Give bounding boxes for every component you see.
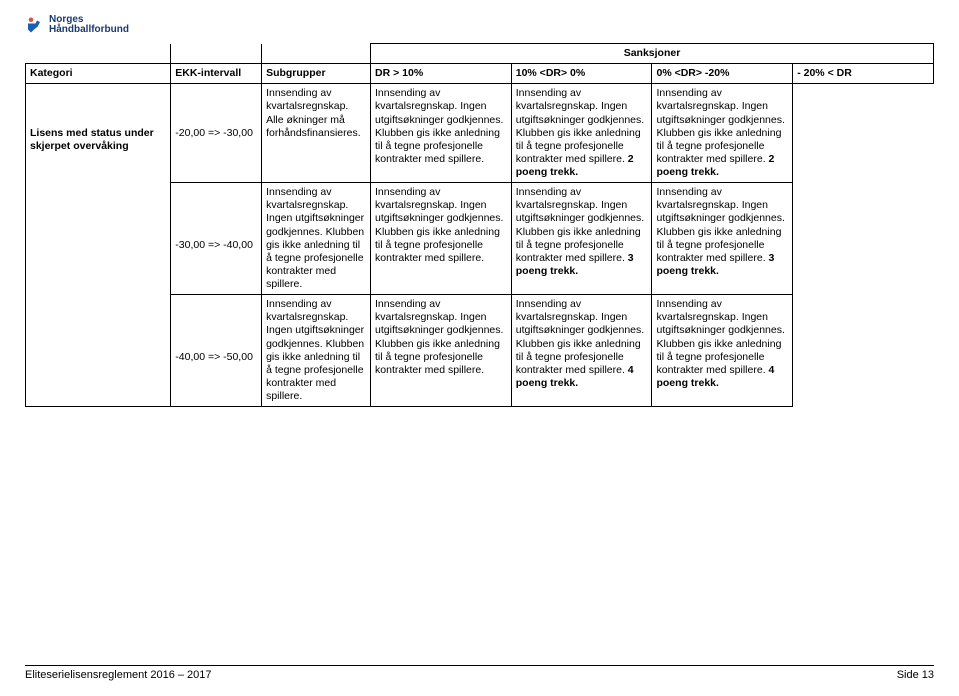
cell-c2: Innsending av kvartalsregnskap. Ingen ut… xyxy=(371,183,512,295)
cell-c3: Innsending av kvartalsregnskap. Ingen ut… xyxy=(511,183,652,295)
c2-text: Innsending av kvartalsregnskap. Ingen ut… xyxy=(375,186,503,264)
c3-text: Innsending av kvartalsregnskap. Ingen ut… xyxy=(516,186,644,264)
c1-text: Innsending av kvartalsregnskap. Alle økn… xyxy=(266,87,361,138)
c1-text: Innsending av kvartalsregnskap. Ingen ut… xyxy=(266,298,364,402)
cell-c4: Innsending av kvartalsregnskap. Ingen ut… xyxy=(652,183,793,295)
interval-cell: -30,00 => -40,00 xyxy=(171,183,262,295)
header-row: Kategori EKK-intervall Subgrupper DR > 1… xyxy=(26,64,934,84)
interval-text: -40,00 => -50,00 xyxy=(175,351,253,363)
table-row: Lisens med status under skjerpet overvåk… xyxy=(26,84,934,183)
cell-c1: Innsending av kvartalsregnskap. Ingen ut… xyxy=(262,295,371,407)
interval-cell: -40,00 => -50,00 xyxy=(171,295,262,407)
footer-left: Eliteserielisensreglement 2016 – 2017 xyxy=(25,669,212,681)
page-footer: Eliteserielisensreglement 2016 – 2017 Si… xyxy=(25,665,934,681)
col-dr1: DR > 10% xyxy=(371,64,512,84)
sanctions-table: Sanksjoner Kategori EKK-intervall Subgru… xyxy=(25,43,934,407)
c2-text: Innsending av kvartalsregnskap. Ingen ut… xyxy=(375,87,503,165)
c4-text: Innsending av kvartalsregnskap. Ingen ut… xyxy=(656,87,784,165)
logo: Norges Håndballforbund xyxy=(25,15,934,35)
sanksjoner-header: Sanksjoner xyxy=(371,44,934,64)
c3-text: Innsending av kvartalsregnskap. Ingen ut… xyxy=(516,87,644,165)
cell-c3: Innsending av kvartalsregnskap. Ingen ut… xyxy=(511,295,652,407)
c1-text: Innsending av kvartalsregnskap. Ingen ut… xyxy=(266,186,364,290)
interval-text: -20,00 => -30,00 xyxy=(175,127,253,139)
col-sub: Subgrupper xyxy=(262,64,371,84)
empty-cell xyxy=(26,44,171,64)
cell-c2: Innsending av kvartalsregnskap. Ingen ut… xyxy=(371,295,512,407)
interval-text: -30,00 => -40,00 xyxy=(175,239,253,251)
empty-cell xyxy=(262,44,371,64)
col-ekk: EKK-intervall xyxy=(171,64,262,84)
pre-header-row: Sanksjoner xyxy=(26,44,934,64)
cell-c2: Innsending av kvartalsregnskap. Ingen ut… xyxy=(371,84,512,183)
cell-c1: Innsending av kvartalsregnskap. Alle økn… xyxy=(262,84,371,183)
logo-text: Norges Håndballforbund xyxy=(49,15,129,35)
c4-text: Innsending av kvartalsregnskap. Ingen ut… xyxy=(656,298,784,376)
cell-c3: Innsending av kvartalsregnskap. Ingen ut… xyxy=(511,84,652,183)
c4-text: Innsending av kvartalsregnskap. Ingen ut… xyxy=(656,186,784,264)
category-text: Lisens med status under skjerpet overvåk… xyxy=(30,127,154,152)
category-cell: Lisens med status under skjerpet overvåk… xyxy=(26,84,171,407)
col-dr3: 0% <DR> -20% xyxy=(652,64,793,84)
footer-right: Side 13 xyxy=(897,669,934,681)
c3-text: Innsending av kvartalsregnskap. Ingen ut… xyxy=(516,298,644,376)
interval-cell: -20,00 => -30,00 xyxy=(171,84,262,183)
handball-icon xyxy=(25,16,43,34)
logo-line2: Håndballforbund xyxy=(49,25,129,35)
cell-c4: Innsending av kvartalsregnskap. Ingen ut… xyxy=(652,84,793,183)
cell-c4: Innsending av kvartalsregnskap. Ingen ut… xyxy=(652,295,793,407)
col-dr2: 10% <DR> 0% xyxy=(511,64,652,84)
col-dr4: - 20% < DR xyxy=(793,64,934,84)
c2-text: Innsending av kvartalsregnskap. Ingen ut… xyxy=(375,298,503,376)
empty-cell xyxy=(171,44,262,64)
cell-c1: Innsending av kvartalsregnskap. Ingen ut… xyxy=(262,183,371,295)
col-kategori: Kategori xyxy=(26,64,171,84)
